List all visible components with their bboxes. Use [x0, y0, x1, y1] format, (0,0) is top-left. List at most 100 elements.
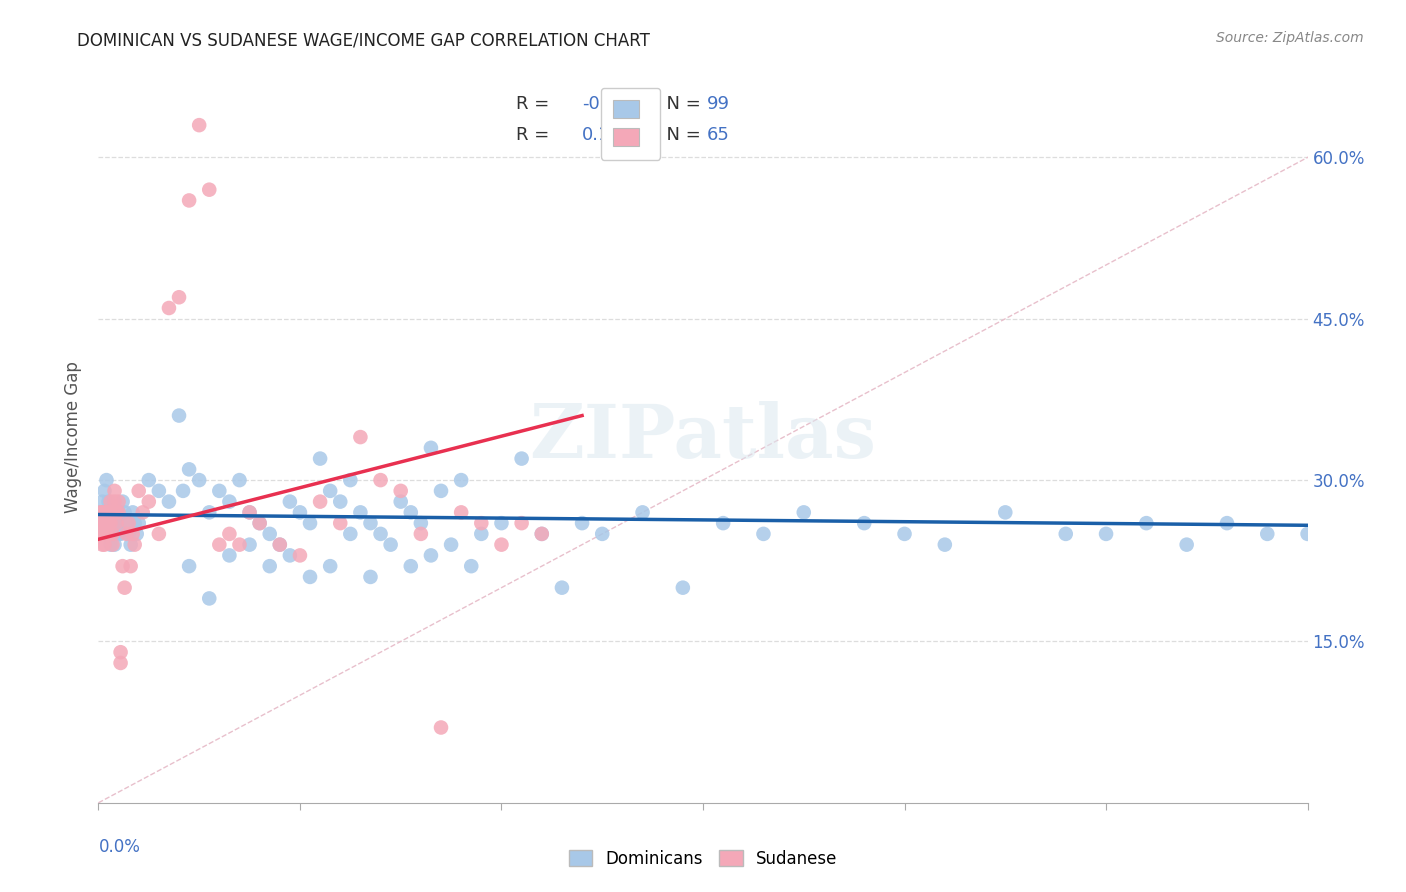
Point [138, 494, 160, 508]
Point [380, 538, 402, 552]
Point [107, 494, 129, 508]
Point [319, 483, 342, 498]
Point [114, 505, 136, 519]
Point [100, 516, 122, 530]
Point [934, 538, 956, 552]
Point [470, 527, 492, 541]
Text: N =: N = [655, 126, 706, 144]
Point [1256, 527, 1278, 541]
Text: N =: N = [655, 95, 706, 113]
Point [124, 538, 146, 552]
Point [460, 559, 482, 574]
Point [91, 516, 114, 530]
Point [409, 527, 432, 541]
Point [440, 538, 463, 552]
Point [450, 473, 472, 487]
Point [218, 494, 240, 508]
Point [103, 494, 125, 508]
Point [120, 538, 142, 552]
Point [631, 505, 654, 519]
Point [218, 549, 240, 563]
Point [96, 505, 118, 519]
Point [179, 194, 201, 208]
Point [115, 527, 138, 541]
Point [239, 505, 262, 519]
Text: 0.172: 0.172 [582, 126, 634, 144]
Text: DOMINICAN VS SUDANESE WAGE/INCOME GAP CORRELATION CHART: DOMINICAN VS SUDANESE WAGE/INCOME GAP CO… [77, 31, 650, 49]
Point [124, 516, 146, 530]
Point [389, 483, 412, 498]
Point [339, 527, 361, 541]
Point [110, 656, 132, 670]
Point [218, 527, 240, 541]
Point [1135, 516, 1157, 530]
Point [105, 505, 128, 519]
Point [89, 505, 111, 519]
Point [188, 473, 211, 487]
Point [711, 516, 734, 530]
Point [100, 527, 122, 541]
Point [91, 527, 114, 541]
Point [309, 451, 332, 466]
Point [157, 301, 180, 315]
Point [96, 527, 118, 541]
Point [179, 559, 201, 574]
Point [107, 505, 129, 519]
Point [188, 118, 211, 132]
Point [239, 505, 262, 519]
Text: ZIPatlas: ZIPatlas [530, 401, 876, 474]
Point [399, 559, 422, 574]
Point [97, 505, 120, 519]
Point [125, 527, 148, 541]
Point [329, 516, 352, 530]
Point [530, 527, 553, 541]
Point [420, 441, 443, 455]
Point [208, 483, 231, 498]
Point [167, 290, 190, 304]
Point [793, 505, 815, 519]
Point [100, 538, 122, 552]
Point [853, 516, 876, 530]
Y-axis label: Wage/Income Gap: Wage/Income Gap [65, 361, 83, 513]
Point [470, 516, 492, 530]
Point [97, 494, 120, 508]
Point [128, 483, 150, 498]
Point [198, 183, 221, 197]
Point [752, 527, 775, 541]
Point [111, 494, 134, 508]
Point [132, 505, 155, 519]
Point [420, 549, 443, 563]
Point [110, 645, 132, 659]
Point [120, 559, 142, 574]
Point [450, 505, 472, 519]
Point [101, 538, 124, 552]
Point [288, 549, 311, 563]
Point [349, 430, 371, 444]
Point [228, 538, 250, 552]
Point [93, 483, 115, 498]
Point [360, 570, 382, 584]
Point [101, 516, 124, 530]
Point [228, 473, 250, 487]
Point [93, 505, 115, 519]
Point [510, 451, 533, 466]
Point [278, 549, 301, 563]
Point [172, 483, 194, 498]
Point [148, 527, 170, 541]
Point [89, 527, 111, 541]
Point [96, 473, 118, 487]
Text: R =: R = [516, 126, 554, 144]
Point [115, 516, 138, 530]
Point [97, 527, 120, 541]
Point [1216, 516, 1239, 530]
Point [128, 516, 150, 530]
Point [1296, 527, 1319, 541]
Point [259, 527, 281, 541]
Point [349, 505, 371, 519]
Point [114, 581, 136, 595]
Point [101, 527, 124, 541]
Point [370, 473, 392, 487]
Point [110, 516, 132, 530]
Point [249, 516, 271, 530]
Point [269, 538, 291, 552]
